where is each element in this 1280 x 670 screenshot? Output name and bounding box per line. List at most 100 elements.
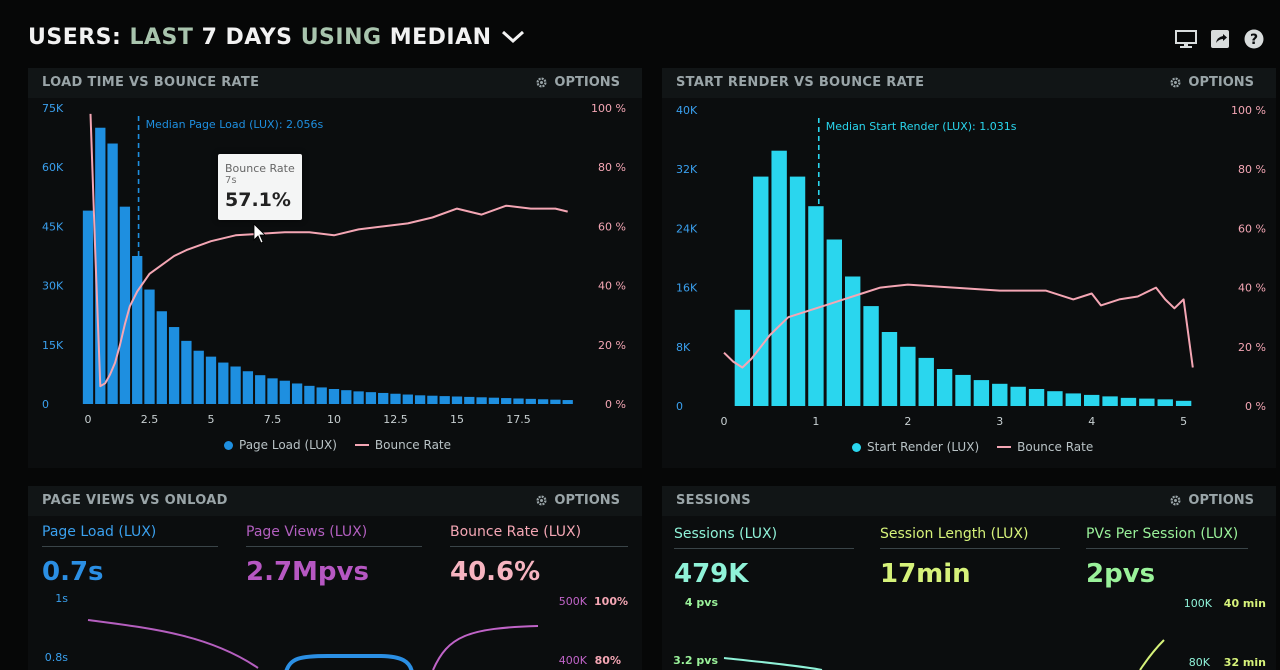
histogram-bar bbox=[82, 210, 94, 404]
histogram-bar bbox=[936, 369, 953, 406]
panel-title: START RENDER VS BOUNCE RATE bbox=[676, 75, 925, 90]
histogram-bar bbox=[451, 396, 463, 404]
histogram-bar bbox=[845, 276, 861, 406]
gear-icon bbox=[536, 495, 547, 506]
options-button[interactable]: OPTIONS bbox=[1169, 75, 1254, 90]
histogram-bar bbox=[205, 356, 217, 404]
panel-header: START RENDER VS BOUNCE RATE OPTIONS bbox=[662, 68, 1276, 98]
title-range: 7 DAYS bbox=[201, 24, 293, 50]
histogram-bar bbox=[168, 327, 180, 404]
y2-tick-label: 40 % bbox=[1238, 282, 1266, 295]
histogram-bar bbox=[1010, 386, 1026, 406]
metric-label: Sessions (LUX) bbox=[674, 526, 854, 549]
title-users: USERS: bbox=[28, 24, 122, 50]
load-time-chart[interactable]: 0 15K 30K 45K 60K 75K 0 % 20 % 40 % 60 % 80 % 100 %… bbox=[28, 68, 642, 468]
histogram-bar bbox=[1102, 396, 1118, 406]
metric-page-views: Page Views (LUX) 2.7Mpvs bbox=[246, 524, 422, 587]
histogram-bar bbox=[230, 366, 241, 404]
x-tick-label: 5 bbox=[1180, 415, 1187, 428]
histogram-bar bbox=[1065, 393, 1081, 406]
y2-tick-label: 100 % bbox=[591, 102, 626, 115]
histogram-bar bbox=[378, 392, 389, 404]
metric-value: 2.7Mpvs bbox=[246, 557, 369, 587]
bounce-rate-line bbox=[723, 283, 1194, 369]
histogram-bar bbox=[95, 127, 106, 404]
legend-dot bbox=[224, 440, 233, 450]
x-tick-label: 4 bbox=[1088, 415, 1095, 428]
title-using: USING bbox=[300, 24, 382, 50]
title-stat: MEDIAN bbox=[389, 24, 492, 50]
y-tick-label: 40K bbox=[676, 104, 698, 117]
options-button[interactable]: OPTIONS bbox=[535, 493, 620, 508]
legend-bounce-rate[interactable]: Bounce Rate bbox=[354, 438, 452, 452]
help-icon[interactable]: ? bbox=[1242, 28, 1266, 50]
y-tick-right-sessions: 80K bbox=[1189, 656, 1211, 669]
histogram-bar bbox=[402, 394, 413, 404]
histogram-bar bbox=[279, 380, 290, 404]
legend-page-load[interactable]: Page Load (LUX) bbox=[224, 438, 337, 452]
metric-sessions: Sessions (LUX) 479K bbox=[674, 526, 854, 589]
histogram-bar bbox=[562, 400, 573, 404]
tooltip-label: Bounce Rate bbox=[225, 162, 295, 175]
title-last: LAST bbox=[129, 24, 194, 50]
panel-title: LOAD TIME VS BOUNCE RATE bbox=[42, 75, 260, 90]
start-render-chart[interactable]: 0 8K 16K 24K 32K 40K 0 % 20 % 40 % 60 % 80 % 100 % 0… bbox=[662, 68, 1276, 468]
chevron-down-icon[interactable] bbox=[500, 27, 526, 47]
metric-label: PVs Per Session (LUX) bbox=[1086, 526, 1248, 549]
median-label: Median Start Render (LUX): 1.031s bbox=[826, 120, 1017, 133]
bounce-rate-line bbox=[89, 113, 568, 388]
y-tick-label: 15K bbox=[42, 339, 64, 352]
options-button[interactable]: OPTIONS bbox=[1169, 493, 1254, 508]
y-tick-right-bounce: 100% bbox=[594, 595, 628, 608]
sessions-line bbox=[723, 657, 823, 670]
sessions-panel: SESSIONS OPTIONS Sessions (LUX) 479K Ses… bbox=[662, 486, 1276, 670]
y2-tick-label: 80 % bbox=[1238, 163, 1266, 176]
monitor-icon[interactable] bbox=[1174, 28, 1198, 50]
panel-header: SESSIONS OPTIONS bbox=[662, 486, 1276, 516]
histogram-bar bbox=[789, 176, 806, 406]
histogram-bar bbox=[808, 206, 824, 406]
legend-start-render[interactable]: Start Render (LUX) bbox=[852, 440, 979, 454]
histogram-bar bbox=[881, 332, 898, 406]
metric-label: Session Length (LUX) bbox=[880, 526, 1060, 549]
y2-tick-label: 60 % bbox=[1238, 222, 1266, 235]
histogram-bar bbox=[550, 399, 561, 404]
page-views-line bbox=[87, 619, 259, 669]
legend-label: Bounce Rate bbox=[374, 438, 452, 452]
tooltip-value: 57.1% bbox=[225, 189, 291, 211]
x-tick-label: 15 bbox=[450, 413, 464, 426]
histogram-bar bbox=[826, 239, 842, 406]
metric-session-length: Session Length (LUX) 17min bbox=[880, 526, 1060, 589]
gear-icon bbox=[536, 77, 547, 88]
sessions-chart[interactable]: 4 pvs 3.2 pvs 100K 80K 40 min 32 min bbox=[662, 486, 1276, 670]
y-tick-label: 24K bbox=[676, 222, 698, 235]
options-button[interactable]: OPTIONS bbox=[535, 75, 620, 90]
y-tick-label: 0 bbox=[42, 398, 49, 411]
session-length-line bbox=[1139, 639, 1165, 670]
y-tick-right-bounce: 80% bbox=[595, 654, 621, 667]
metric-page-load: Page Load (LUX) 0.7s bbox=[42, 524, 218, 587]
y2-tick-label: 40 % bbox=[598, 280, 626, 293]
legend-bounce-rate[interactable]: Bounce Rate bbox=[997, 440, 1093, 454]
panel-title: SESSIONS bbox=[676, 493, 751, 508]
dashboard-title[interactable]: USERS: LAST 7 DAYS USING MEDIAN bbox=[28, 25, 492, 50]
page-views-panel: PAGE VIEWS VS ONLOAD OPTIONS Page Load (… bbox=[28, 486, 642, 670]
y-tick-right-length: 32 min bbox=[1224, 656, 1266, 669]
header-icons: ? bbox=[1174, 28, 1266, 50]
legend-line bbox=[997, 446, 1012, 448]
metric-label: Bounce Rate (LUX) bbox=[450, 524, 628, 547]
histogram-bar bbox=[144, 289, 155, 404]
histogram-bar bbox=[476, 397, 487, 404]
load-time-panel: LOAD TIME VS BOUNCE RATE OPTIONS 0 15K 30K… bbox=[28, 68, 642, 468]
y2-tick-label: 80 % bbox=[598, 161, 626, 174]
histogram-bar bbox=[328, 389, 340, 404]
x-tick-label: 10 bbox=[327, 413, 341, 426]
histogram-bar bbox=[1028, 388, 1045, 406]
histogram-bar bbox=[900, 346, 916, 406]
y-tick-right-views: 500K bbox=[559, 595, 588, 608]
page-views-chart[interactable]: 1s 0.8s 500K 400K 100% 80% bbox=[28, 486, 642, 670]
histogram-bar bbox=[537, 399, 549, 404]
y-tick-label: 16K bbox=[676, 282, 698, 295]
metric-value: 17min bbox=[880, 559, 971, 589]
share-icon[interactable] bbox=[1208, 28, 1232, 50]
